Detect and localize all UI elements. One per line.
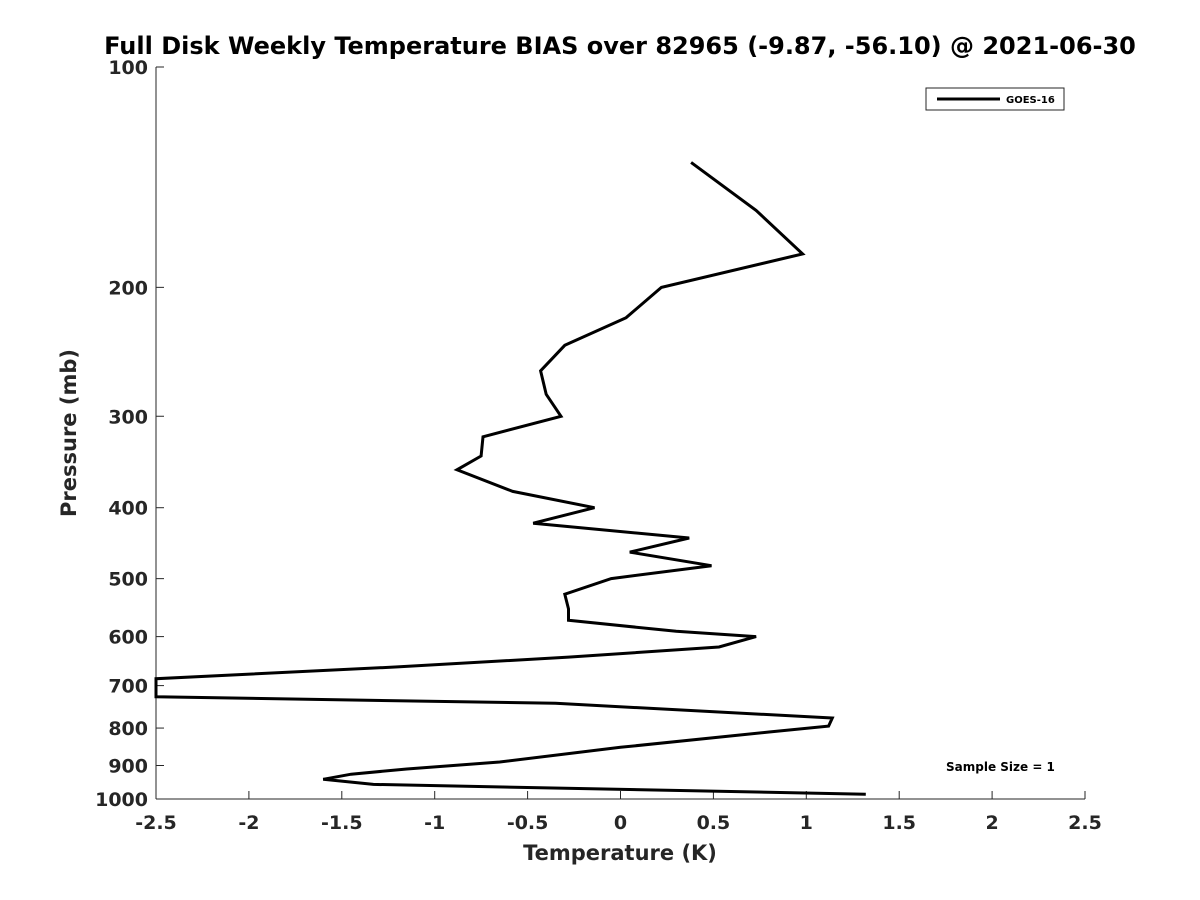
y-axis-ticks: 100 200 300 400 500 600 700 800 900 1000	[95, 57, 164, 811]
y-tick-label: 100	[108, 57, 148, 79]
chart-title: Full Disk Weekly Temperature BIAS over 8…	[104, 32, 1136, 60]
y-tick-label: 300	[108, 406, 148, 428]
x-tick-label: 1.5	[882, 812, 916, 834]
series-line-goes-16	[154, 161, 866, 796]
x-tick-label: -1.5	[321, 812, 363, 834]
y-axis-label: Pressure (mb)	[57, 349, 81, 517]
x-tick-label: -2	[238, 812, 259, 834]
y-tick-label: 600	[108, 627, 148, 649]
x-tick-label: -0.5	[507, 812, 549, 834]
legend-label-goes-16: GOES-16	[1006, 95, 1055, 106]
x-tick-label: 0	[614, 812, 627, 834]
y-tick-label: 800	[108, 718, 148, 740]
y-tick-label: 500	[108, 569, 148, 591]
sample-size-annotation: Sample Size = 1	[946, 760, 1055, 774]
x-tick-label: 2	[985, 812, 998, 834]
series-layer	[154, 161, 866, 796]
y-tick-label: 400	[108, 498, 148, 520]
y-tick-label: 700	[108, 676, 148, 698]
y-tick-label: 200	[108, 277, 148, 299]
x-tick-label: 2.5	[1068, 812, 1102, 834]
x-tick-label: 1	[800, 812, 813, 834]
x-axis-label: Temperature (K)	[523, 841, 717, 865]
y-tick-label: 1000	[95, 789, 148, 811]
legend: GOES-16	[925, 87, 1065, 111]
x-tick-label: 0.5	[697, 812, 731, 834]
plot-area	[156, 67, 1085, 799]
x-tick-label: -2.5	[135, 812, 177, 834]
y-tick-label: 900	[108, 756, 148, 778]
x-axis-ticks: -2.5 -2 -1.5 -1 -0.5 0 0.5 1 1.5 2 2.5	[135, 791, 1102, 834]
x-tick-label: -1	[424, 812, 445, 834]
